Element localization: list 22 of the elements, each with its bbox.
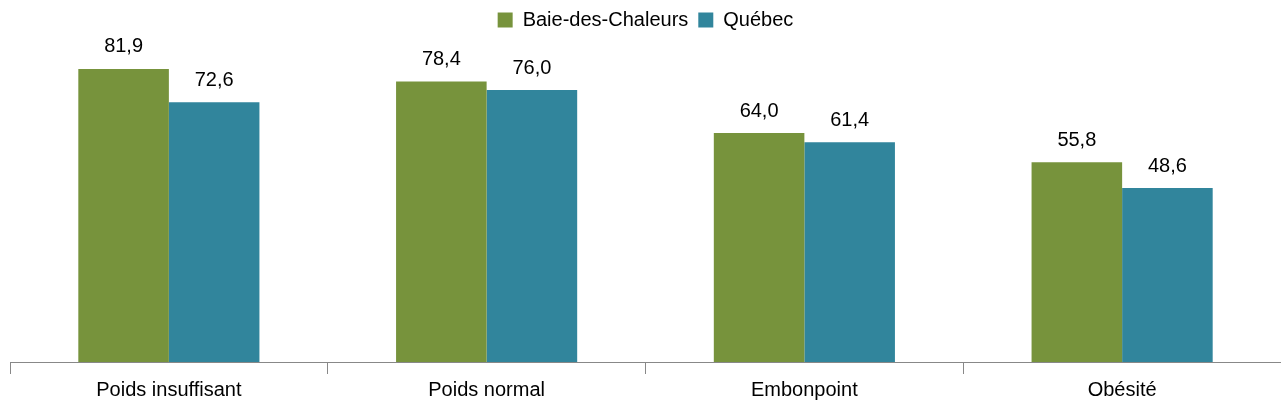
x-tick-label: Poids normal <box>428 377 545 400</box>
x-tick-label: Poids insuffisant <box>96 377 242 400</box>
bar <box>486 90 578 362</box>
data-label: 81,9 <box>104 34 144 57</box>
data-label: 48,6 <box>1147 153 1187 176</box>
data-label: 76,0 <box>512 55 552 78</box>
x-tick-label: Embonpoint <box>751 377 859 400</box>
bar <box>396 81 487 362</box>
legend-label: Baie-des-Chaleurs <box>522 7 689 30</box>
data-label: 78,4 <box>421 47 461 70</box>
data-label: 72,6 <box>194 67 234 90</box>
bar <box>1031 162 1123 362</box>
bar <box>1122 188 1213 362</box>
bar <box>804 142 895 362</box>
data-label: 64,0 <box>739 98 779 121</box>
bar <box>168 102 260 362</box>
data-label: 55,8 <box>1057 127 1097 150</box>
bar <box>713 133 805 362</box>
x-tick-label: Obésité <box>1087 377 1157 400</box>
data-label: 61,4 <box>830 107 870 130</box>
legend-label: Québec <box>723 7 794 30</box>
bar <box>78 68 169 362</box>
